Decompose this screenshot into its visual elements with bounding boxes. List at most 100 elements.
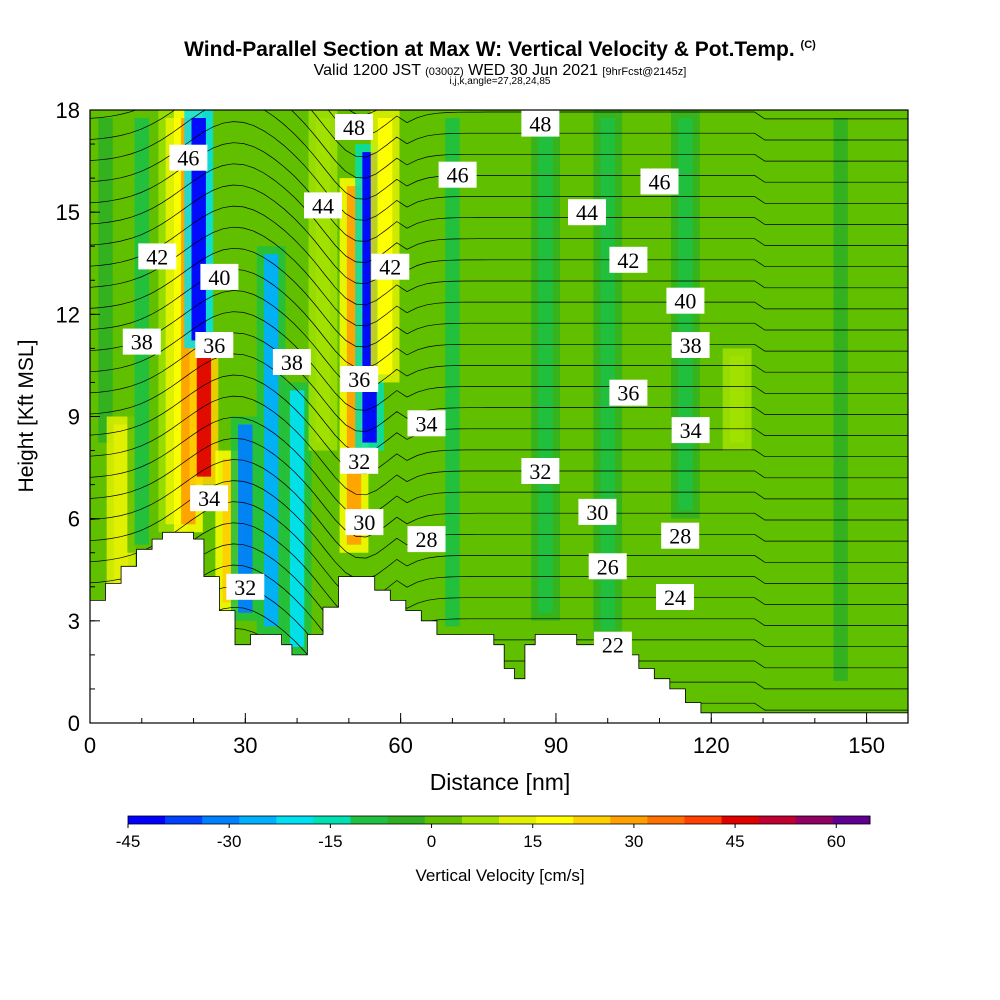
theta-label-bg-11 <box>666 287 705 314</box>
theta-label-0: 46 <box>169 144 208 171</box>
theta-label-text-29: 24 <box>664 585 686 610</box>
theta-label-bg-4 <box>640 168 679 195</box>
theta-label-text-23: 32 <box>234 575 256 600</box>
theta-label-text-25: 30 <box>353 510 375 535</box>
colorbar-swatch-17 <box>758 816 797 824</box>
theta-contour-31 <box>90 395 908 496</box>
theta-label-text-24: 30 <box>586 500 608 525</box>
theta-contour-44 <box>90 121 908 221</box>
theta-label-bg-6 <box>568 199 606 226</box>
valid-utc: (0300Z) <box>425 66 464 78</box>
theta-label-text-22: 32 <box>529 459 551 484</box>
y-axis-label: Height [Kft MSL] <box>15 340 38 493</box>
theta-label-24: 30 <box>578 498 617 525</box>
colorbar-swatch-15 <box>684 816 723 824</box>
theta-label-25: 30 <box>345 509 384 536</box>
theta-label-18: 34 <box>407 410 446 437</box>
theta-label-text-20: 34 <box>198 486 220 511</box>
velocity-band-core-1 <box>113 424 129 593</box>
colorbar-swatch-18 <box>795 816 834 824</box>
terrain-profile <box>90 531 908 723</box>
theta-label-text-9: 42 <box>617 248 639 273</box>
colorbar-frame <box>127 815 871 825</box>
terrain <box>90 531 908 723</box>
colorbar-tick-label-30: 30 <box>624 832 643 851</box>
colorbar-label: Vertical Velocity [cm/s] <box>415 866 584 885</box>
velocity-band-core-5 <box>196 356 212 477</box>
theta-contour-27 <box>90 480 908 580</box>
y-tick-label-15: 15 <box>56 200 80 225</box>
y-tick-label-0: 0 <box>68 711 80 736</box>
colorbar-swatch-4 <box>276 816 314 824</box>
theta-contour-24 <box>90 543 908 643</box>
colorbar-swatch-13 <box>610 816 648 824</box>
theta-label-bg-21 <box>340 447 379 474</box>
theta-label-bg-20 <box>190 485 229 512</box>
colorbar-swatch-6 <box>350 816 389 824</box>
theta-label-bg-16 <box>340 366 379 392</box>
valid-date: WED 30 Jun 2021 <box>468 62 598 79</box>
velocity-band-core-15 <box>445 118 460 627</box>
theta-contour-48 <box>327 110 908 137</box>
theta-label-text-8: 42 <box>379 255 401 280</box>
theta-label-text-30: 22 <box>602 633 624 658</box>
theta-label-text-13: 38 <box>281 350 303 375</box>
colorbar-tick-label-60: 60 <box>827 832 846 851</box>
theta-label-bg-2 <box>521 110 560 137</box>
theta-label-bg-1 <box>335 114 373 140</box>
theta-label-12: 38 <box>122 328 161 355</box>
chart-title: Wind-Parallel Section at Max W: Vertical… <box>0 38 1000 62</box>
theta-label-15: 36 <box>195 332 234 358</box>
velocity-band-core-20 <box>833 118 848 681</box>
theta-label-text-2: 48 <box>529 112 551 137</box>
theta-contour-32 <box>90 374 908 475</box>
theta-label-9: 42 <box>609 246 648 273</box>
theta-label-bg-19 <box>671 417 710 444</box>
theta-label-11: 40 <box>666 287 705 314</box>
theta-label-28: 26 <box>588 553 627 580</box>
theta-label-2: 48 <box>521 110 560 137</box>
theta-contour-43 <box>90 142 908 242</box>
theta-contour-49 <box>348 110 378 116</box>
theta-label-bg-30 <box>593 631 632 658</box>
theta-label-bg-13 <box>272 349 311 375</box>
theta-label-text-5: 44 <box>312 193 334 218</box>
colorbar-tick-label--45: -45 <box>116 832 141 851</box>
theta-label-5: 44 <box>304 192 342 219</box>
theta-contour-23 <box>90 564 908 665</box>
colorbar: -45 -30 -15 0 15 30 45 60 <box>116 815 871 851</box>
theta-label-text-1: 48 <box>343 115 365 140</box>
theta-label-bg-10 <box>200 263 239 290</box>
theta-contours <box>90 110 908 723</box>
colorbar-tick-label-15: 15 <box>523 832 542 851</box>
theta-label-30: 22 <box>593 631 632 658</box>
theta-label-27: 28 <box>661 522 700 549</box>
y-tick-label-6: 6 <box>68 507 80 532</box>
colorbar-swatch-16 <box>721 816 760 824</box>
colorbar-swatch-19 <box>832 816 871 824</box>
theta-contour-29 <box>90 437 908 538</box>
theta-label-bg-26 <box>407 526 446 553</box>
colorbar-swatch-1 <box>165 816 203 824</box>
velocity-band-core-0 <box>98 118 113 443</box>
theta-label-text-12: 38 <box>131 330 153 355</box>
colorbar-swatch-0 <box>128 816 166 824</box>
theta-contour-41 <box>90 184 908 285</box>
theta-contour-39 <box>90 226 908 327</box>
theta-label-text-11: 40 <box>674 289 696 314</box>
valid-time-line: Valid 1200 JST (0300Z) WED 30 Jun 2021 [… <box>0 62 1000 80</box>
theta-label-16: 36 <box>340 366 379 392</box>
theta-label-20: 34 <box>190 485 229 512</box>
x-axis-label: Distance [nm] <box>430 769 571 795</box>
theta-label-4: 46 <box>640 168 679 195</box>
y-tick-label-3: 3 <box>68 609 80 634</box>
theta-label-bg-29 <box>656 584 694 610</box>
colorbar-swatch-12 <box>573 816 611 824</box>
theta-label-8: 42 <box>371 253 410 280</box>
velocity-band-core-19 <box>729 356 745 443</box>
theta-labels: 46 48 48 46 46 44 44 42 42 42 40 40 38 38 38 36 36 36 34 34… <box>122 110 710 658</box>
colorbar-swatch-2 <box>202 816 240 824</box>
theta-label-17: 36 <box>609 379 648 406</box>
valid-prefix: Valid 1200 JST <box>313 62 421 79</box>
